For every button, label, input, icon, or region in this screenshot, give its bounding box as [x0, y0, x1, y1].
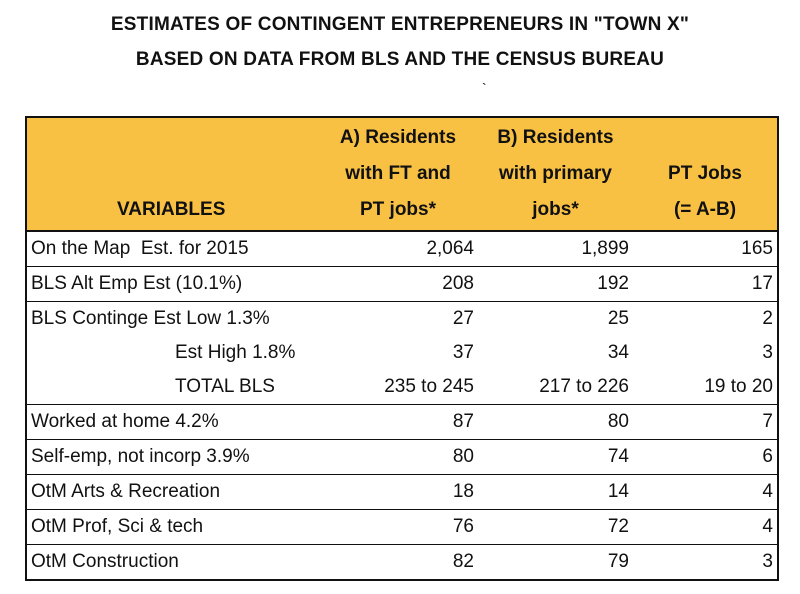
header-col-c: PT Jobs (= A-B): [633, 117, 778, 232]
cell-b: 25: [607, 308, 629, 329]
header-col-a-line: with FT and: [345, 163, 451, 184]
row-label: Est High 1.8%: [175, 342, 296, 363]
cell-a: 235 to 245: [318, 370, 478, 405]
estimates-table: VARIABLES A) Residents with FT and PT jo…: [25, 116, 779, 581]
cell-c: 6: [633, 439, 778, 475]
header-col-a-line: A) Residents: [339, 127, 457, 148]
row-label: On the Map Est. for 2015: [26, 231, 318, 267]
cell-b: 1,899: [478, 231, 633, 267]
cell-b: 74: [478, 439, 633, 475]
row-label: OtM Prof, Sci & tech: [26, 509, 318, 545]
cell-c: 4: [633, 474, 778, 510]
table-header-row: VARIABLES A) Residents with FT and PT jo…: [26, 117, 778, 232]
cell-c: 3: [762, 551, 773, 572]
cell-a: 80: [318, 439, 478, 475]
title-line-1: ESTIMATES OF CONTINGENT ENTREPRENEURS IN…: [110, 14, 690, 35]
table-row: BLS Continge Est Low 1.3% 27 25 2: [26, 302, 778, 337]
cell-c: 7: [633, 404, 778, 440]
header-col-b-line: jobs*: [532, 199, 579, 220]
cell-c: 2: [762, 308, 773, 329]
table-row: OtM Prof, Sci & tech 76 72 4: [26, 509, 778, 545]
header-col-b-line: B) Residents: [497, 127, 614, 148]
table-row: TOTAL BLS 235 to 245 217 to 226 19 to 20: [26, 370, 778, 405]
table-row: OtM Arts & Recreation 18 14 4: [26, 474, 778, 510]
cell-b: 192: [478, 266, 633, 302]
cell-a: 2,064: [318, 231, 478, 267]
cell-a: 87: [318, 404, 478, 440]
cell-a: 208: [318, 266, 478, 302]
table-row: On the Map Est. for 2015 2,064 1,899 165: [26, 231, 778, 267]
header-col-c-line: PT Jobs: [668, 163, 742, 184]
header-col-a: A) Residents with FT and PT jobs*: [318, 117, 478, 232]
row-label: TOTAL BLS: [26, 370, 318, 405]
cell-b: 14: [478, 474, 633, 510]
row-label: OtM Construction: [31, 551, 179, 572]
cell-b: 72: [478, 509, 633, 545]
header-col-b-line: with primary: [499, 163, 612, 184]
cell-a: 27: [452, 308, 474, 329]
table-row: OtM Construction 82 79 3: [26, 545, 778, 581]
row-label: Worked at home 4.2%: [26, 404, 318, 440]
cell-b: 217 to 226: [478, 370, 633, 405]
table-row: Worked at home 4.2% 87 80 7: [26, 404, 778, 440]
header-col-a-line: PT jobs*: [359, 199, 436, 220]
cell-b: 79: [607, 551, 629, 572]
table-row: Est High 1.8% 37 34 3: [26, 336, 778, 370]
cell-c: 19 to 20: [633, 370, 778, 405]
row-label: BLS Continge Est Low 1.3%: [31, 308, 270, 329]
row-label: Self-emp, not incorp 3.9%: [26, 439, 318, 475]
cell-a: 82: [452, 551, 474, 572]
stray-mark: `: [482, 80, 487, 96]
header-col-b: B) Residents with primary jobs*: [478, 117, 633, 232]
header-col-c-line: (= A-B): [673, 199, 737, 220]
cell-b: 34: [607, 342, 629, 363]
cell-c: 165: [633, 231, 778, 267]
cell-a: 18: [318, 474, 478, 510]
cell-a: 37: [452, 342, 474, 363]
title-line-2: BASED ON DATA FROM BLS AND THE CENSUS BU…: [135, 49, 665, 70]
row-label: BLS Alt Emp Est (10.1%): [26, 266, 318, 302]
cell-b: 80: [478, 404, 633, 440]
cell-c: 4: [633, 509, 778, 545]
header-variables: VARIABLES: [26, 117, 318, 232]
cell-c: 3: [762, 342, 773, 363]
cell-a: 76: [318, 509, 478, 545]
table-row: Self-emp, not incorp 3.9% 80 74 6: [26, 439, 778, 475]
row-label: OtM Arts & Recreation: [26, 474, 318, 510]
cell-c: 17: [633, 266, 778, 302]
table-row: BLS Alt Emp Est (10.1%) 208 192 17: [26, 266, 778, 302]
